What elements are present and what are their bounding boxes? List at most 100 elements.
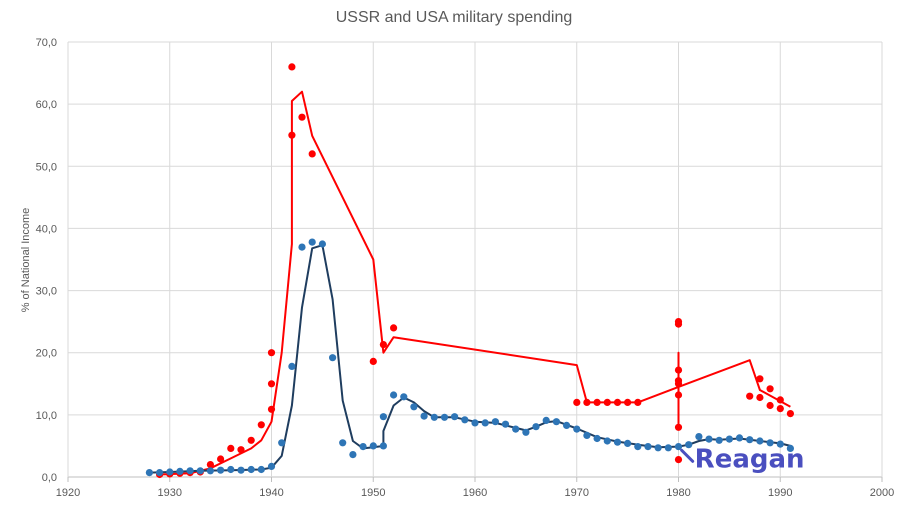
annotation-dash <box>680 448 695 463</box>
series-1-point <box>756 437 764 445</box>
series-1-point <box>349 451 357 459</box>
series-1-point <box>186 467 194 475</box>
series-1-point <box>603 437 611 445</box>
y-axis-label: % of National Income <box>20 208 32 313</box>
series-0-point <box>624 398 632 406</box>
series-1-point <box>227 465 235 474</box>
series-0-point <box>603 398 611 406</box>
series-1-point <box>206 467 214 475</box>
series-1-point <box>644 443 652 451</box>
series-1-point <box>288 362 296 370</box>
series-1-point <box>705 435 713 443</box>
series-1-point <box>674 443 683 451</box>
series-1-point <box>247 465 255 474</box>
x-tick-label: 1960 <box>463 487 487 499</box>
x-tick-label: 1990 <box>768 487 792 499</box>
series-1-point <box>512 425 520 433</box>
series-0-point <box>583 398 591 406</box>
x-tick-label: 2000 <box>870 487 894 499</box>
series-0-point <box>237 446 245 454</box>
series-1-point <box>390 391 398 399</box>
chart-title: USSR and USA military spending <box>336 9 573 26</box>
grid <box>67 41 883 482</box>
series-0-point <box>369 357 377 365</box>
x-tick-label: 1920 <box>56 487 80 499</box>
x-axis-ticks: 1920 1930 1940 1950 1960 1970 1980 1990 2000 <box>56 487 894 499</box>
series-1-point <box>156 469 164 477</box>
series-0-point <box>674 380 683 388</box>
series-1-point <box>379 413 387 421</box>
y-tick-label: 0,0 <box>42 472 57 484</box>
annotation-text: Reagan <box>695 444 805 474</box>
series-0-point <box>674 391 683 399</box>
series-1-point <box>563 421 571 429</box>
x-tick-label: 1930 <box>158 487 182 499</box>
series-0-point <box>674 366 683 374</box>
series-0-point <box>267 405 276 413</box>
y-tick-label: 60,0 <box>36 99 57 111</box>
series-0-point <box>593 398 601 406</box>
series-1-point <box>400 393 408 401</box>
series-1-point <box>257 465 265 474</box>
x-tick-label: 1970 <box>565 487 589 499</box>
series-1-point <box>420 412 428 420</box>
series-1-point <box>664 444 672 452</box>
series-0-point <box>247 436 255 444</box>
series-1-point <box>481 419 489 427</box>
series-1-point <box>471 419 479 427</box>
series-0-point <box>756 393 764 402</box>
series-0-point <box>746 392 754 400</box>
series-1-point <box>318 240 326 248</box>
series-0 <box>156 63 795 479</box>
series-1-point <box>308 238 316 246</box>
y-tick-label: 30,0 <box>36 286 57 298</box>
series-0-point <box>634 398 642 406</box>
series-1-point <box>176 467 184 475</box>
series-1-point <box>145 469 153 477</box>
series-1-point <box>196 467 204 475</box>
series-1-point <box>522 428 530 436</box>
series-1-point <box>573 425 581 433</box>
series-1-point <box>298 243 306 251</box>
series-0-point <box>267 380 276 388</box>
series-1-point <box>532 423 540 431</box>
series-0-point <box>379 341 387 349</box>
series-0-point <box>776 396 784 404</box>
series-1-point <box>440 413 449 421</box>
series-0-point <box>766 385 774 393</box>
series-0-point <box>217 455 225 463</box>
series-1-point <box>430 413 438 421</box>
series-0-point <box>288 131 296 139</box>
series-1-point <box>776 440 784 448</box>
series-1-point <box>329 354 337 362</box>
series-1-point <box>746 436 754 444</box>
series-0-point <box>613 398 622 406</box>
series-0-point <box>776 405 784 413</box>
series-0-point <box>257 421 265 429</box>
series-1-point <box>267 462 276 470</box>
series-1-point <box>166 468 174 476</box>
series-1-point <box>583 431 591 439</box>
series-1-point <box>552 418 561 426</box>
series-1-point <box>501 420 510 428</box>
series-0-point <box>227 444 235 452</box>
y-axis-ticks: 0,0 10,0 20,0 30,0 40,0 50,0 60,0 70,0 <box>36 37 57 484</box>
series-1-point <box>695 433 703 441</box>
series-layer <box>145 63 795 479</box>
series-1-point <box>278 439 286 447</box>
series-1-point <box>593 434 601 443</box>
y-tick-label: 50,0 <box>36 161 57 173</box>
series-1-trendline <box>149 244 791 474</box>
y-tick-label: 20,0 <box>36 348 57 360</box>
series-1-point <box>369 442 377 450</box>
series-1-point <box>735 434 744 442</box>
y-tick-label: 10,0 <box>36 410 57 422</box>
series-1-point <box>339 439 347 447</box>
series-1-point <box>451 413 459 421</box>
annotation-layer: Reagan <box>680 444 805 474</box>
series-1-point <box>715 436 723 444</box>
series-1-point <box>786 444 795 452</box>
series-0-point <box>766 401 774 410</box>
series-0-point <box>756 375 764 383</box>
